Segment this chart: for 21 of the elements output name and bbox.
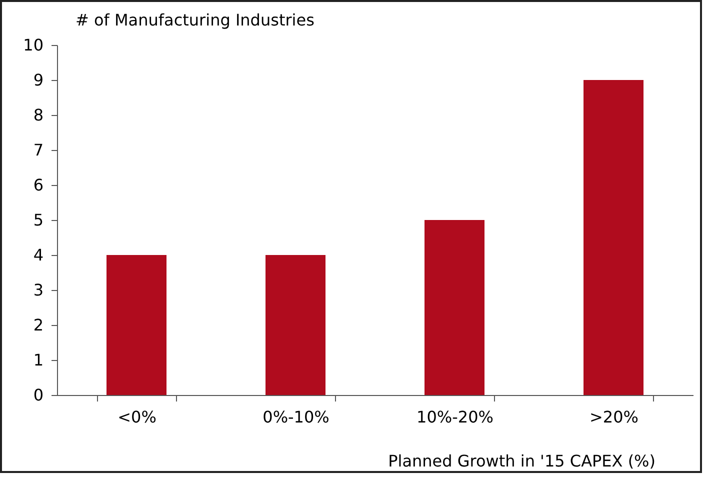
y-tick-label: 1: [33, 350, 44, 370]
x-tick-label: >20%: [590, 408, 638, 426]
bar: [266, 255, 326, 395]
x-axis-title: Planned Growth in '15 CAPEX (%): [388, 452, 656, 470]
bar: [424, 220, 484, 395]
x-tick-label: <0%: [118, 408, 156, 426]
x-tick-label: 0%-10%: [262, 408, 330, 426]
y-tick-label: 8: [33, 106, 44, 124]
y-tick-label: 3: [33, 280, 44, 300]
x-tick-label: 10%-20%: [416, 408, 494, 426]
y-tick-label: 9: [33, 70, 44, 90]
y-tick-label: 2: [33, 316, 44, 334]
y-tick-label: 0: [33, 386, 44, 404]
y-tick-label: 4: [33, 246, 44, 264]
bar: [584, 80, 644, 395]
y-tick-label: 10: [23, 36, 44, 54]
y-tick-label: 5: [33, 210, 44, 230]
y-tick-label: 6: [33, 176, 44, 194]
y-tick-label: 7: [33, 140, 44, 160]
y-axis-title: # of Manufacturing Industries: [76, 10, 314, 30]
bar: [106, 255, 166, 395]
